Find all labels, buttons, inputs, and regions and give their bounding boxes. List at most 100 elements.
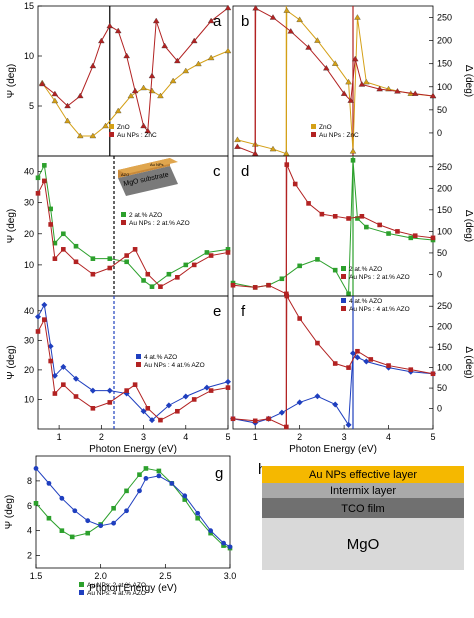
point-g-0-8	[137, 472, 142, 477]
point-d-0-10	[364, 224, 369, 230]
ytick-label-b-4: 200	[437, 36, 452, 46]
stack-au-layer	[262, 466, 464, 483]
point-a-1-17	[207, 17, 215, 24]
point-e-0-6	[89, 387, 96, 394]
point-c-1-1	[42, 178, 47, 184]
ytick-label-g-3: 8	[27, 476, 32, 486]
point-g-1-11	[169, 480, 175, 486]
point-c-1-9	[132, 247, 138, 252]
point-g-1-16	[227, 544, 233, 550]
ytick-label-g-1: 4	[27, 526, 32, 536]
point-e-1-0	[35, 329, 41, 334]
ytick-label-b-2: 100	[437, 82, 452, 92]
point-a-0-6	[114, 107, 122, 114]
point-b-0-4	[283, 7, 291, 13]
legend-swatch-f-1	[341, 306, 346, 311]
xtick-label-e-1: 2	[99, 432, 104, 442]
point-e-1-5	[73, 394, 79, 399]
point-b-1-10	[358, 81, 366, 87]
point-a-0-5	[102, 122, 109, 129]
point-g-1-6	[111, 520, 116, 526]
point-d-0-8	[350, 158, 356, 163]
panel-g: 2 4 6 8 1.5 2.0 2.5 3.0 Ψ (deg) Photon Energy (eV…	[4, 455, 236, 597]
point-c-1-11	[158, 284, 163, 289]
point-a-0-11	[169, 77, 177, 84]
point-c-0-14	[225, 247, 231, 252]
point-b-0-8	[345, 78, 352, 85]
y2label-f: Δ (deg)	[463, 346, 474, 378]
point-c-0-1	[42, 163, 47, 168]
point-f-1-11	[386, 363, 391, 368]
point-f-1-9	[355, 348, 360, 354]
legend-label-e-1: Au NPs : 4 at.% AZO	[144, 362, 205, 369]
point-a-0-15	[224, 47, 232, 54]
point-f-1-2	[266, 416, 271, 422]
xlabel-e: Photon Energy (eV)	[89, 444, 177, 455]
point-d-1-9	[346, 216, 351, 221]
point-f-0-8	[350, 350, 356, 357]
ytick-label-e-0: 10	[24, 394, 34, 404]
ylabel-g: Ψ (deg)	[4, 495, 15, 529]
point-c-0-2	[48, 206, 53, 212]
point-a-1-11	[144, 127, 152, 134]
point-g-0-7	[124, 488, 129, 494]
ytick-label-a-2: 15	[24, 1, 34, 11]
point-e-1-13	[191, 397, 197, 402]
legend-swatch-c-0	[121, 212, 126, 217]
series-line-c-1	[37, 179, 229, 288]
point-c-0-12	[183, 262, 189, 268]
point-a-1-6	[106, 22, 114, 29]
point-d-1-8	[332, 214, 338, 219]
legend-label-a-1: Au NPs : ZnC	[117, 132, 157, 139]
ytick-label-d-1: 50	[437, 248, 447, 258]
point-c-1-0	[35, 191, 41, 196]
point-c-0-4	[61, 231, 66, 237]
point-b-1-14	[429, 92, 437, 99]
point-e-0-2	[47, 343, 54, 350]
series-line-a-1	[41, 7, 229, 133]
point-b-1-7	[340, 90, 348, 96]
series-line-g-1	[35, 468, 231, 548]
series-line-e-1	[37, 318, 229, 421]
point-d-0-11	[386, 231, 391, 236]
panel-label-e: e	[213, 303, 221, 320]
point-g-1-15	[221, 540, 226, 546]
plot-frame-f	[232, 295, 434, 430]
point-c-1-13	[191, 262, 197, 268]
point-a-0-13	[195, 60, 202, 67]
point-f-0-6	[332, 401, 339, 408]
point-d-0-12	[408, 235, 414, 241]
point-c-0-6	[90, 256, 96, 261]
point-a-1-7	[114, 27, 122, 34]
point-f-1-13	[430, 371, 436, 377]
point-a-1-12	[148, 72, 156, 79]
point-a-1-18	[224, 4, 232, 11]
point-b-1-11	[376, 85, 383, 92]
legend-label-b-0: ZnO	[319, 124, 332, 131]
legend-swatch-d-1	[341, 274, 346, 279]
ytick-label-e-3: 40	[24, 306, 34, 316]
point-d-1-7	[319, 211, 325, 217]
ytick-label-d-0: 0	[437, 269, 442, 279]
y2label-d: Δ (deg)	[463, 210, 474, 242]
point-e-1-3	[52, 391, 58, 396]
xtick-label-e-3: 4	[183, 432, 188, 442]
ytick-label-g-2: 6	[27, 501, 32, 511]
point-b-0-6	[314, 37, 321, 43]
panel-label-g: g	[215, 465, 223, 482]
xtick-label-f-3: 4	[386, 432, 391, 442]
point-a-1-10	[140, 122, 147, 129]
ytick-label-d-5: 250	[437, 162, 452, 172]
point-g-0-3	[69, 534, 75, 540]
point-g-1-4	[85, 518, 91, 524]
point-b-1-2	[252, 5, 259, 11]
point-g-1-2	[59, 495, 65, 501]
point-a-0-1	[51, 97, 59, 104]
xtick-label-f-0: 1	[253, 432, 258, 442]
panel-label-c: c	[213, 163, 221, 180]
point-e-0-12	[182, 393, 189, 400]
point-c-0-3	[52, 240, 58, 246]
point-f-1-8	[346, 365, 351, 370]
